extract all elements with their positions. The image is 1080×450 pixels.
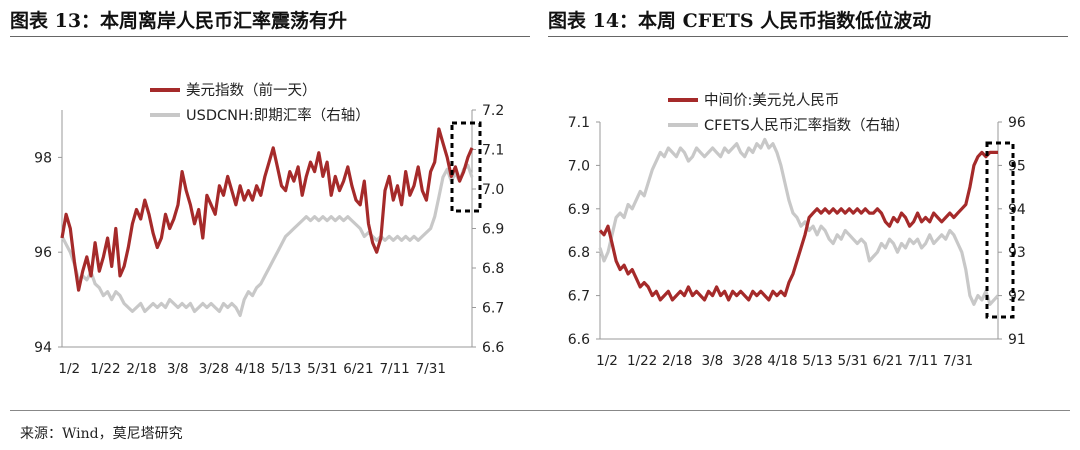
c13-right-tick-label: 7.0	[482, 182, 504, 198]
footer-divider	[10, 410, 1070, 411]
source-note: 来源：Wind，莫尼塔研究	[20, 426, 183, 442]
c13-x-tick-label: 3/28	[199, 361, 229, 377]
c13-x-tick-label: 3/8	[167, 361, 189, 377]
chart-13-title: 图表 13：本周离岸人民币汇率震荡有升	[10, 10, 348, 32]
c14-left-tick-label: 7.1	[568, 115, 590, 131]
c13-right-tick-label: 7.2	[482, 103, 504, 119]
c14-x-tick-label: 5/13	[802, 353, 832, 369]
c13-x-tick-label: 5/13	[271, 361, 301, 377]
c14-x-tick-label: 1/22	[627, 353, 657, 369]
c14-x-tick-label: 3/28	[732, 353, 762, 369]
c13-x-tick-label: 7/11	[379, 361, 409, 377]
c13-x-tick-label: 4/18	[235, 361, 265, 377]
c14-right-tick-label: 96	[1008, 115, 1026, 131]
title-underline-left	[10, 36, 530, 37]
c13-x-tick-label: 2/18	[126, 361, 156, 377]
c14-x-tick-label: 1/2	[596, 353, 618, 369]
c13-legend-label: 美元指数（前一天）	[186, 82, 317, 99]
c14-left-tick-label: 6.6	[568, 332, 590, 348]
c13-highlight-box	[450, 121, 482, 213]
c13-x-tick-label: 7/31	[416, 361, 446, 377]
c14-right-tick-label: 91	[1008, 332, 1026, 348]
c14-x-tick-label: 7/11	[908, 353, 938, 369]
c14-x-tick-label: 2/18	[662, 353, 692, 369]
c14-left-tick-label: 6.8	[568, 245, 590, 261]
c13-x-tick-label: 5/31	[307, 361, 337, 377]
c14-left-tick-label: 7.0	[568, 158, 590, 174]
c13-left-tick-label: 94	[34, 340, 52, 356]
c13-x-tick-label: 6/21	[343, 361, 373, 377]
c13-legend-label: USDCNH:即期汇率（右轴）	[186, 107, 370, 124]
c14-left-tick-label: 6.9	[568, 202, 590, 218]
c14-series-primary-line	[598, 150, 998, 302]
c14-right-tick-label: 92	[1008, 289, 1026, 305]
c13-right-tick-label: 7.1	[482, 143, 504, 159]
c13-right-tick-label: 6.6	[482, 340, 504, 356]
c13-left-tick-label: 98	[34, 150, 52, 166]
chart-14-cfets-index: 6.6 6.7 6.8 6.9 7.0 7.1 91 92 93 94 95 96 1/2 1/22 2/1…	[568, 92, 1026, 369]
c13-right-tick-label: 6.8	[482, 261, 504, 277]
c13-series-secondary-line	[60, 163, 474, 317]
c13-x-tick-label: 1/22	[90, 361, 120, 377]
title-underline-right	[548, 36, 1068, 37]
c14-legend-label: CFETS人民币汇率指数（右轴）	[704, 117, 909, 134]
c13-left-tick-label: 96	[34, 245, 52, 261]
c14-right-tick-label: 93	[1008, 245, 1026, 261]
c14-legend-label: 中间价:美元兑人民币	[704, 92, 839, 109]
c14-x-tick-label: 3/8	[701, 353, 723, 369]
c14-highlight-box	[985, 141, 1015, 319]
c13-right-tick-label: 6.9	[482, 222, 504, 238]
c14-right-tick-label: 94	[1008, 202, 1026, 218]
c14-series-secondary-line	[598, 137, 1000, 306]
c14-x-tick-label: 6/21	[873, 353, 903, 369]
chart-13-offshore-rmb: 94 96 98 6.6 6.7 6.8 6.9 7.0 7.1 7.2 1/2 1/22 2/18 3/…	[34, 82, 504, 377]
c14-x-tick-label: 4/18	[767, 353, 797, 369]
c13-series-primary-line	[60, 127, 474, 292]
chart-14-title: 图表 14：本周 CFETS 人民币指数低位波动	[548, 10, 932, 32]
c13-right-tick-label: 6.7	[482, 301, 504, 317]
c13-x-tick-label: 1/2	[58, 361, 80, 377]
c14-right-tick-label: 95	[1008, 158, 1026, 174]
c14-x-tick-label: 5/31	[838, 353, 868, 369]
c14-left-tick-label: 6.7	[568, 289, 590, 305]
c14-x-tick-label: 7/31	[943, 353, 973, 369]
